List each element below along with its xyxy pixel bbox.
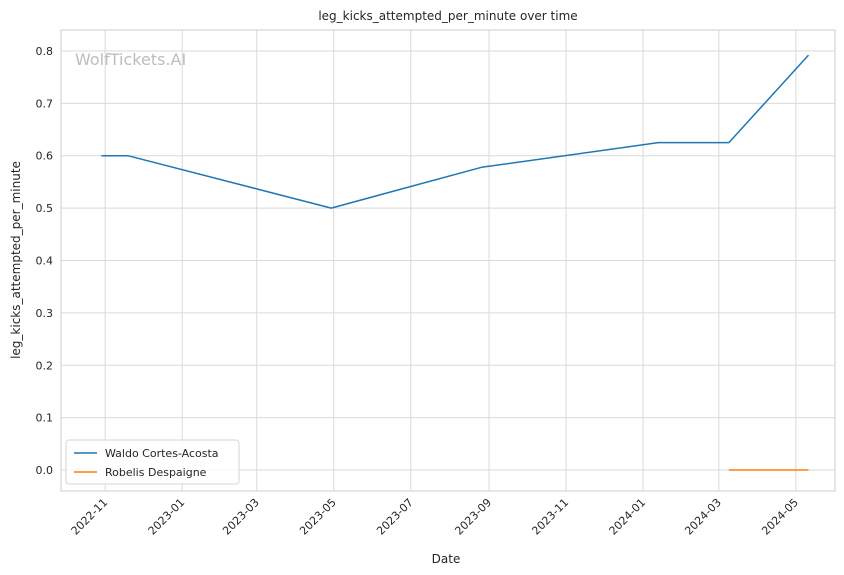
x-tick-label: 2023-07 [374,496,416,538]
x-tick-label: 2023-01 [146,496,188,538]
y-tick-label: 0.8 [36,45,54,58]
y-tick-label: 0.6 [36,150,54,163]
x-tick-label: 2023-09 [452,496,494,538]
x-tick-label: 2023-11 [529,496,571,538]
legend-box [65,439,240,485]
y-tick-label: 0.2 [36,359,54,372]
legend-label-1: Robelis Despaigne [105,466,207,479]
x-tick-label: 2024-01 [607,496,649,538]
series-line-0 [101,54,810,209]
x-tick-label: 2024-03 [682,496,724,538]
x-tick-label: 2022-11 [69,496,111,538]
watermark: WolfTickets.AI [75,50,186,69]
y-axis-label: leg_kicks_attempted_per_minute [9,161,23,359]
x-axis-label: Date [432,552,461,566]
x-tick-label: 2023-03 [220,496,262,538]
legend-label-0: Waldo Cortes-Acosta [105,447,219,460]
legend: Waldo Cortes-Acosta Robelis Despaigne [65,439,240,485]
x-tick-label: 2024-05 [759,496,801,538]
y-tick-label: 0.0 [36,464,54,477]
y-tick-label: 0.7 [36,97,54,110]
y-tick-label: 0.5 [36,202,54,215]
y-tick-labels: 0.0 0.1 0.2 0.3 0.4 0.5 0.6 0.7 0.8 [36,45,54,477]
y-tick-label: 0.1 [36,412,54,425]
series-layer [101,54,810,471]
grid [61,30,835,491]
x-tick-label: 2023-05 [297,496,339,538]
x-tick-labels: 2022-11 2023-01 2023-03 2023-05 2023-07 2023-… [69,496,801,538]
y-tick-label: 0.4 [36,255,54,268]
y-tick-label: 0.3 [36,307,54,320]
chart-title: leg_kicks_attempted_per_minute over time [318,9,577,23]
plot-frame [60,29,836,492]
